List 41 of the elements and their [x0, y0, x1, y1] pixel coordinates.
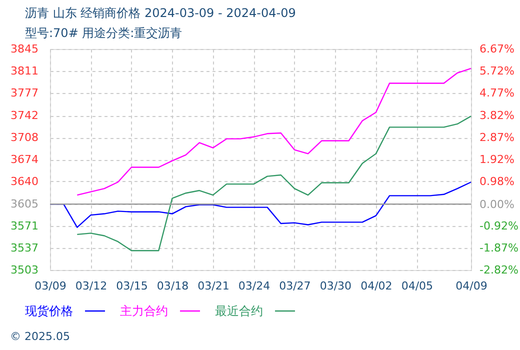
y2-tick-label: 2.87% [480, 130, 514, 144]
legend-label: 最近合约 [215, 304, 263, 318]
chart-title: 沥青 山东 经销商价格 2024-03-09 - 2024-04-09 [25, 6, 296, 20]
y-tick-label: 3777 [10, 86, 38, 100]
line-series [76, 116, 472, 252]
x-tick-label: 04/02 [360, 280, 392, 292]
y-tick-label: 3503 [10, 264, 38, 276]
y2-tick-label: 3.82% [480, 108, 514, 122]
chart-subtitle: 型号:70# 用途分类:重交沥青 [25, 26, 182, 40]
y-tick-label: 3674 [10, 153, 38, 166]
y2-tick-label: 4.77% [480, 86, 514, 100]
y2-tick-label: 6.67% [480, 42, 514, 56]
x-tick-label: 04/09 [456, 280, 488, 292]
y-tick-label: 3742 [10, 109, 38, 122]
y2-tick-label: 1.92% [480, 153, 514, 166]
legend-label: 现货价格 [25, 304, 73, 318]
y2-tick-label: 0.00% [480, 198, 514, 211]
y-tick-label: 3811 [10, 64, 38, 78]
x-tick-label: 03/09 [34, 280, 66, 292]
legend-label: 主力合约 [120, 304, 168, 318]
y2-tick-label: -0.92% [480, 219, 518, 232]
x-tick-label: 04/05 [401, 280, 434, 292]
y-tick-label: 3537 [10, 242, 38, 255]
x-tick-label: 03/18 [156, 280, 189, 292]
y-tick-label: 3605 [10, 198, 38, 211]
y-tick-label: 3845 [10, 42, 38, 56]
y2-tick-label: 5.72% [480, 64, 514, 78]
x-tick-label: 03/24 [238, 280, 270, 292]
y-tick-label: 3708 [10, 131, 38, 144]
text: © 2025.05 [10, 330, 70, 343]
y2-tick-label: -1.87% [480, 241, 518, 254]
x-tick-label: 03/21 [198, 280, 230, 292]
x-tick-label: 03/15 [116, 280, 148, 292]
y2-tick-label: -2.82% [480, 264, 518, 276]
x-tick-label: 03/27 [279, 280, 311, 292]
y2-tick-label: 0.98% [480, 175, 514, 188]
x-tick-label: 03/12 [75, 280, 108, 292]
y-tick-label: 3571 [10, 220, 38, 233]
y-tick-label: 3640 [10, 174, 38, 188]
line-series [76, 68, 472, 196]
x-tick-label: 03/30 [320, 280, 352, 292]
